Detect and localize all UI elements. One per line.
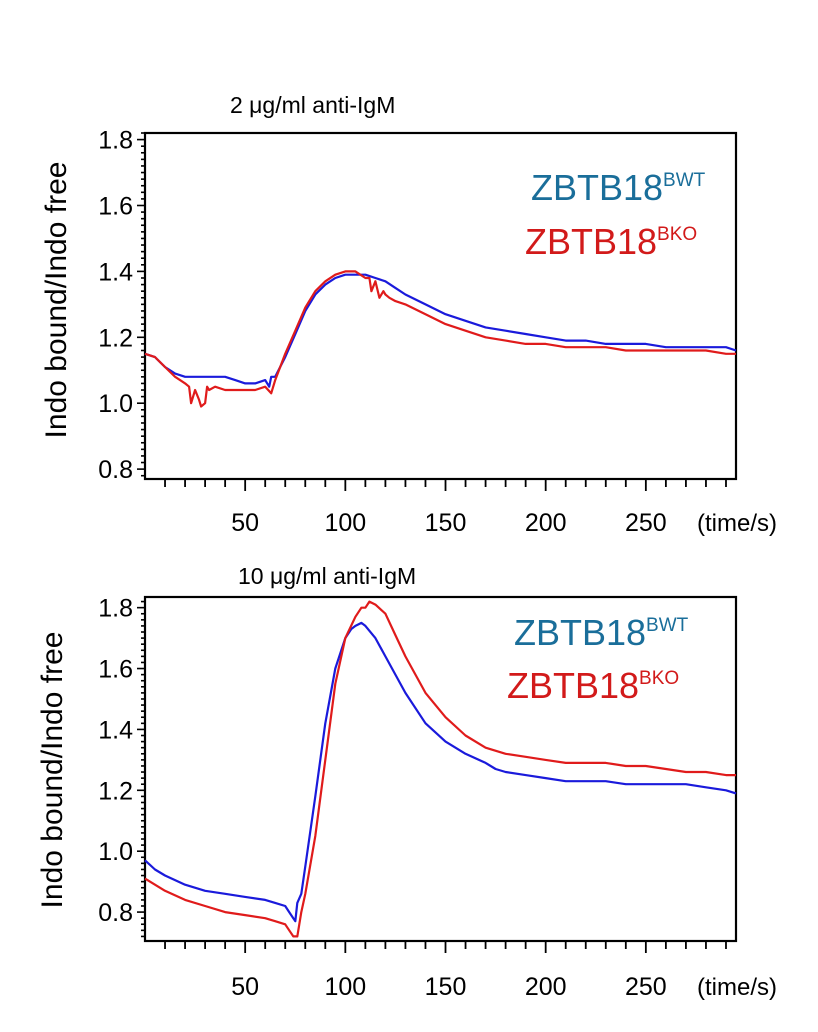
legend-superscript: BKO [639,668,679,689]
legend-name: ZBTB18 [514,612,646,653]
y-tick-label: 1.6 [98,656,133,684]
series-line-bwt [144,273,737,388]
x-tick-label: 100 [324,973,366,1001]
legend-name: ZBTB18 [531,167,663,208]
legend-name: ZBTB18 [525,221,657,262]
legend-superscript: BKO [657,224,697,245]
legend-entry-bko: ZBTB18BKO [507,665,679,706]
y-tick-label: 0.8 [98,899,133,927]
x-tick-label: 250 [625,973,667,1001]
legend-entry-bko: ZBTB18BKO [525,221,697,262]
y-tick-label: 1.8 [98,595,133,623]
legend-entry-bwt: ZBTB18BWT [514,612,689,653]
y-tick-label: 1.6 [98,192,133,220]
chart-2: 10 μg/ml anti-IgM Indo bound/Indo free 0.8… [36,563,777,1001]
y-tick-label: 0.8 [98,456,133,484]
x-tick-label: 250 [625,509,667,537]
x-tick-label: 50 [231,973,259,1001]
chart-1: 2 μg/ml anti-IgM Indo bound/Indo free 0.8 1… [40,92,777,537]
series-line-bko [144,270,736,408]
legend-superscript: BWT [663,170,706,191]
y-tick-label: 1.2 [98,324,133,352]
x-axis-unit-label: (time/s) [697,974,777,1001]
plot-frame [143,131,738,481]
chart-title: 10 μg/ml anti-IgM [238,563,416,589]
y-tick-label: 1.2 [98,777,133,805]
plot-frame [143,595,738,943]
legend-entry-bwt: ZBTB18BWT [531,167,706,208]
y-tick-label: 1.0 [98,838,133,866]
chart-title: 2 μg/ml anti-IgM [230,92,395,118]
x-axis-unit-label: (time/s) [697,510,777,537]
y-axis-label: Indo bound/Indo free [36,632,69,909]
y-tick-label: 1.0 [98,390,133,418]
series-line-bko [144,600,736,938]
x-tick-label: 150 [425,973,467,1001]
legend-superscript: BWT [646,615,689,636]
y-tick-label: 1.4 [98,258,133,286]
x-tick-label: 150 [425,509,467,537]
y-axis-label: Indo bound/Indo free [40,162,73,439]
x-tick-label: 100 [324,509,366,537]
x-tick-label: 50 [231,509,259,537]
y-tick-label: 1.8 [98,127,133,155]
legend-name: ZBTB18 [507,665,639,706]
series-line-bwt [144,621,737,923]
x-tick-label: 200 [525,509,567,537]
y-tick-label: 1.4 [98,716,133,744]
x-tick-label: 200 [525,973,567,1001]
